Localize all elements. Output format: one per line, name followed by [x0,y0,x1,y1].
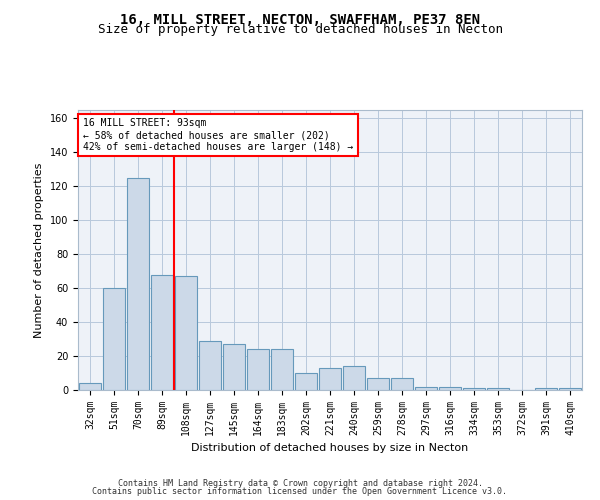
Bar [535,388,557,390]
Y-axis label: Number of detached properties: Number of detached properties [34,162,44,338]
Bar [103,288,125,390]
Bar [391,378,413,390]
Text: Size of property relative to detached houses in Necton: Size of property relative to detached ho… [97,22,503,36]
Bar [439,386,461,390]
Bar [463,388,485,390]
Bar [79,383,101,390]
Text: Contains HM Land Registry data © Crown copyright and database right 2024.: Contains HM Land Registry data © Crown c… [118,478,482,488]
Bar [559,388,581,390]
Text: 16 MILL STREET: 93sqm
← 58% of detached houses are smaller (202)
42% of semi-det: 16 MILL STREET: 93sqm ← 58% of detached … [83,118,353,152]
Bar [175,276,197,390]
Text: Contains public sector information licensed under the Open Government Licence v3: Contains public sector information licen… [92,487,508,496]
Text: 16, MILL STREET, NECTON, SWAFFHAM, PE37 8EN: 16, MILL STREET, NECTON, SWAFFHAM, PE37 … [120,12,480,26]
Bar [295,373,317,390]
Bar [199,341,221,390]
Bar [367,378,389,390]
Bar [343,366,365,390]
Bar [487,388,509,390]
Bar [151,274,173,390]
Bar [415,386,437,390]
X-axis label: Distribution of detached houses by size in Necton: Distribution of detached houses by size … [191,444,469,454]
Bar [247,350,269,390]
Bar [127,178,149,390]
Bar [271,350,293,390]
Bar [319,368,341,390]
Bar [223,344,245,390]
